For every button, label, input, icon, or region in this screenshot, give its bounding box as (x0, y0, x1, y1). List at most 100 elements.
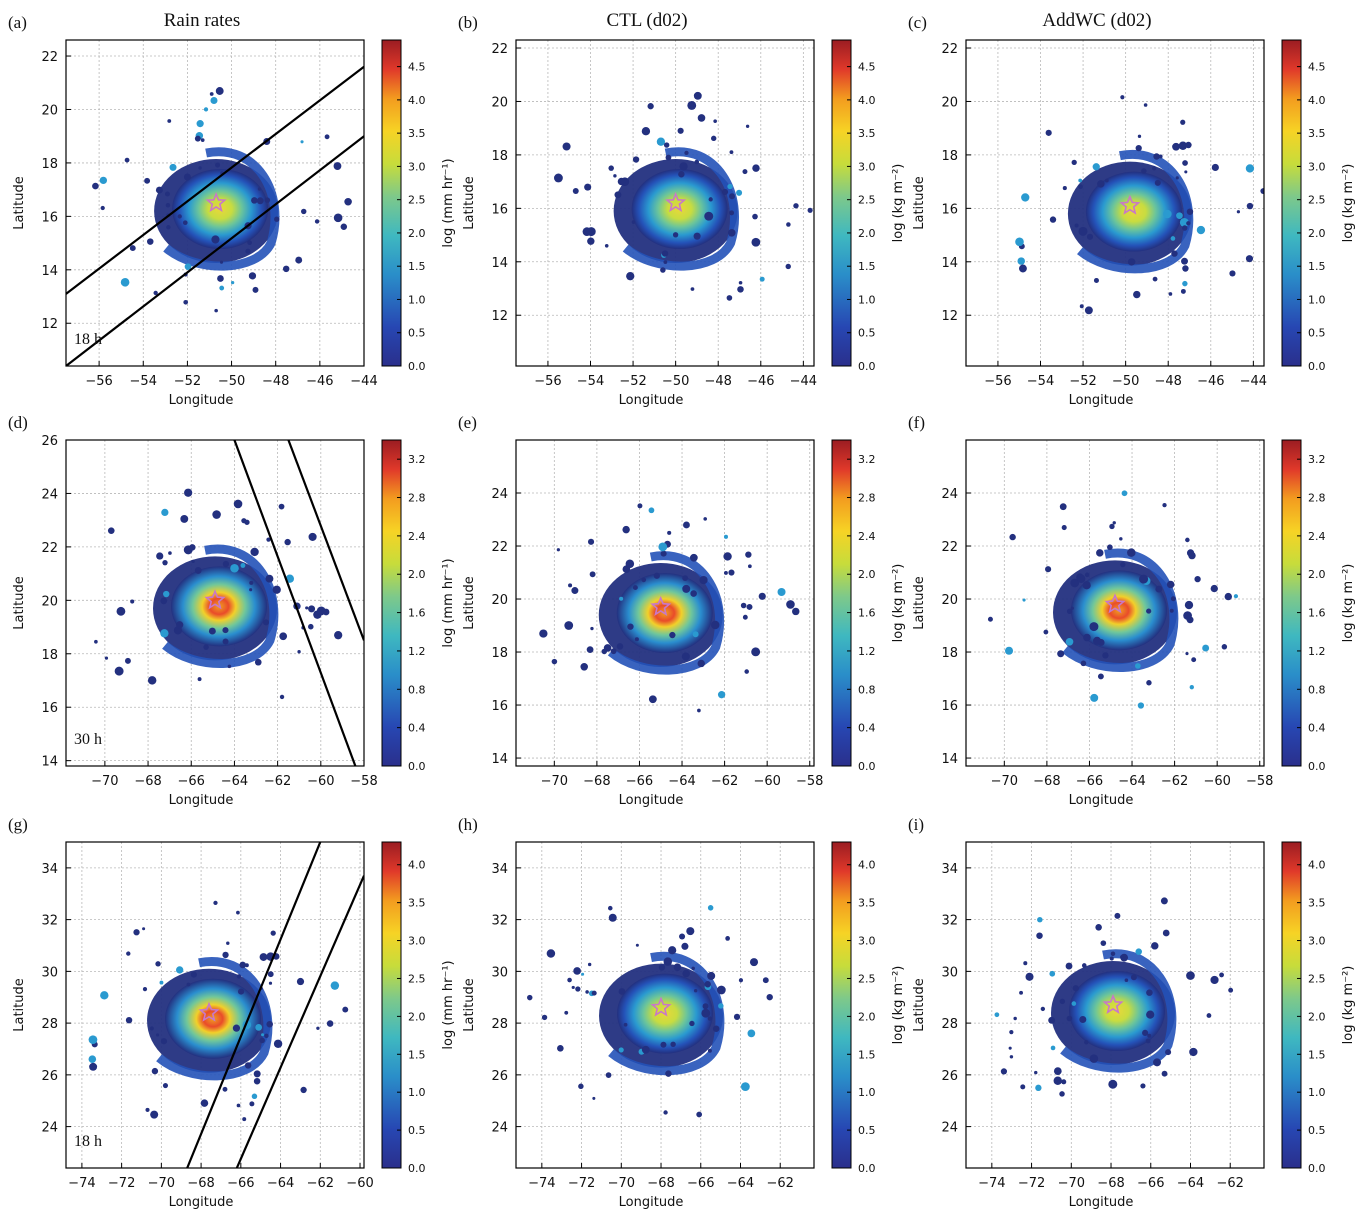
rain-cell (316, 1026, 320, 1030)
rain-cell (766, 993, 773, 1001)
rain-cell (264, 197, 271, 203)
rain-cell (745, 124, 750, 128)
rain-cell (1059, 1091, 1065, 1097)
storm-center-star (1104, 593, 1126, 614)
rain-cell (1025, 972, 1034, 981)
rain-cell (562, 142, 571, 151)
rain-cell (252, 286, 259, 293)
rain-cell (575, 986, 581, 992)
rain-cell (608, 913, 617, 922)
y-tick-label: 16 (41, 210, 58, 225)
rain-cell (696, 1111, 703, 1118)
rain-cell (1018, 264, 1027, 273)
rain-band (162, 544, 279, 668)
storm-center-star (204, 589, 226, 610)
rain-cell (1076, 574, 1086, 583)
rain-cell (1124, 978, 1129, 983)
x-tick-label: −44 (790, 374, 817, 389)
y-axis-label: Latitude (462, 576, 477, 630)
rain-cell (1092, 163, 1100, 171)
colorbar-tick-label: 1.5 (408, 1048, 426, 1061)
rain-cell (641, 1045, 650, 1054)
rain-cell (233, 499, 243, 509)
rain-field (994, 897, 1234, 1097)
rain-cell (270, 930, 276, 936)
rain-cell (568, 583, 573, 588)
rain-cell (203, 107, 209, 112)
panel-e: (e) −70 −68 −66 −64 −62 −60 −58 14 16 18 20 22 24 Long… (458, 413, 906, 808)
colorbar (831, 39, 852, 367)
rain-cell (266, 537, 271, 542)
rain-cell (1053, 1067, 1062, 1075)
rain-cell (268, 981, 273, 985)
rain-cell (1013, 1016, 1017, 1021)
colorbar-tick-label: 1.0 (858, 1086, 876, 1099)
rain-cell (198, 166, 202, 170)
rain-cell (699, 575, 708, 585)
rain-cell (1049, 970, 1056, 977)
rain-cell (264, 1033, 269, 1039)
rain-cell (236, 974, 242, 979)
rain-cell (156, 552, 164, 560)
x-tick-label: −64 (1118, 774, 1145, 789)
rain-cell (203, 644, 209, 650)
rain-cell (1070, 578, 1080, 588)
rain-cell (144, 177, 151, 184)
x-tick-label: −70 (1058, 1176, 1085, 1191)
y-tick-label: 24 (941, 1121, 958, 1136)
panel-letter: (a) (8, 13, 27, 32)
rain-cell (114, 666, 124, 676)
rain-cell (1034, 1070, 1038, 1075)
x-tick-label: −68 (187, 1176, 214, 1191)
rain-cell (683, 521, 690, 529)
y-tick-label: 20 (41, 594, 58, 609)
colorbar (381, 439, 402, 767)
rain-cell (160, 597, 168, 605)
x-tick-label: −46 (306, 374, 333, 389)
rain-cell (623, 1022, 628, 1027)
rain-cell (209, 92, 214, 96)
rain-cell (165, 203, 171, 208)
rain-cell (571, 985, 575, 990)
rain-cell (1057, 650, 1065, 658)
colorbar-tick-label: 3.5 (408, 897, 426, 910)
rain-cell (1009, 533, 1016, 541)
rain-cell (1120, 561, 1126, 568)
x-axis-label: Longitude (169, 793, 234, 808)
colorbar-label: log (mm hr⁻¹) (441, 158, 456, 247)
rain-cell (697, 114, 706, 122)
rain-cell (1181, 225, 1188, 231)
rain-cell (777, 587, 786, 597)
rain-cell (89, 1062, 98, 1071)
rain-cell (1221, 644, 1228, 650)
colorbar-tick-label: 2.5 (858, 194, 876, 207)
rain-cell (1155, 585, 1163, 593)
rain-cell (266, 1020, 273, 1028)
colorbar-tick-label: 0.0 (858, 760, 876, 773)
colorbar-tick-label: 0.4 (1308, 722, 1326, 735)
rain-cell (333, 162, 342, 170)
rain-cell (527, 994, 533, 1001)
y-tick-label: 22 (41, 50, 58, 65)
rain-cell (723, 534, 728, 539)
colorbar-tick-label: 2.0 (858, 1010, 876, 1023)
rain-cell (120, 277, 130, 287)
panel-letter: (e) (458, 413, 477, 432)
rain-cell (660, 550, 667, 557)
x-tick-label: −62 (1161, 774, 1188, 789)
y-tick-label: 18 (491, 149, 508, 164)
rain-cell (679, 933, 686, 940)
rain-cell (184, 488, 193, 497)
rain-cell (241, 518, 247, 524)
rain-cell (251, 1093, 258, 1100)
panel-c: (c) −56 −54 −52 −50 −48 −46 −44 12 14 16 18 20 22 Long… (908, 13, 1356, 408)
rain-cell (1210, 975, 1219, 985)
rain-cell (1009, 1030, 1014, 1035)
rain-cell (151, 1067, 159, 1075)
rain-cell (1236, 210, 1241, 214)
rain-cell (727, 183, 733, 190)
colorbar-tick-label: 1.6 (408, 607, 426, 620)
rain-cell (159, 980, 164, 985)
rain-cell (279, 694, 285, 700)
